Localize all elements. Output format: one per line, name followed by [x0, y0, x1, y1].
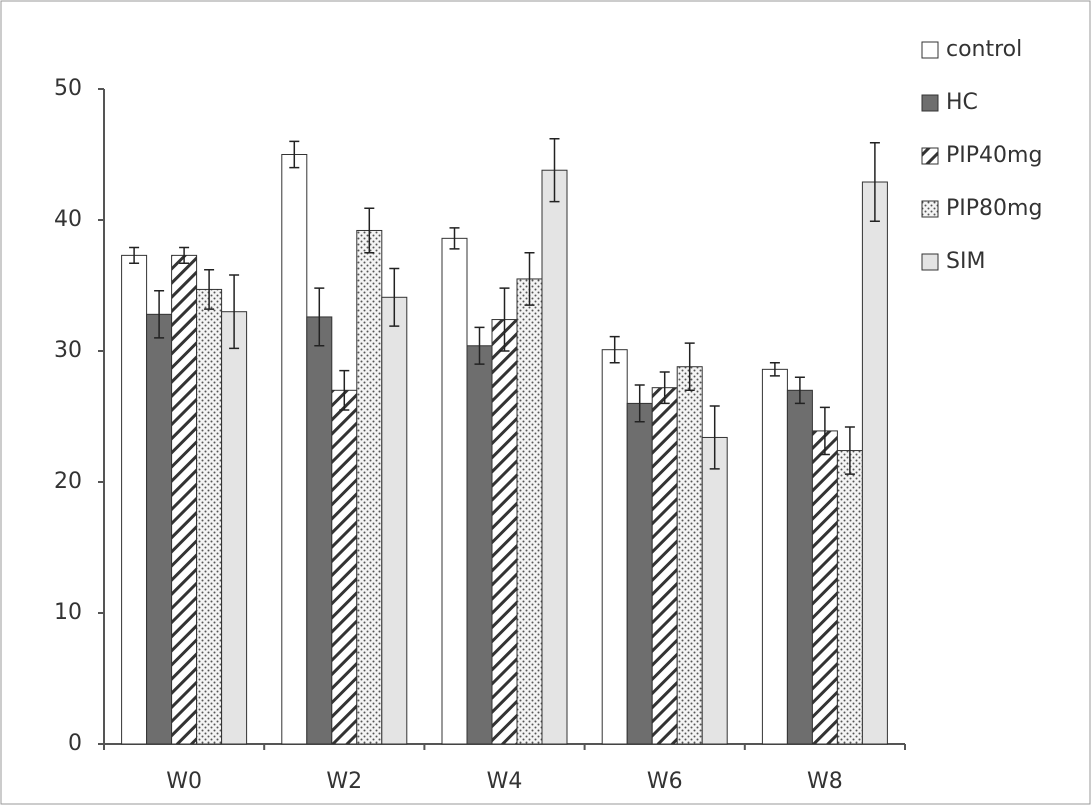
- bar: [862, 182, 887, 744]
- bar: [197, 289, 222, 744]
- legend-swatch: [922, 42, 938, 58]
- bar: [172, 255, 197, 744]
- y-tick-label: 0: [68, 731, 82, 756]
- legend-label: SIM: [946, 249, 985, 274]
- bar: [702, 437, 727, 744]
- bar: [282, 155, 307, 745]
- legend-label: PIP40mg: [946, 143, 1042, 168]
- legend-label: PIP80mg: [946, 196, 1042, 221]
- bar: [222, 312, 247, 744]
- bar: [812, 431, 837, 744]
- bar: [542, 170, 567, 744]
- x-tick-label: W0: [166, 769, 202, 794]
- bar: [147, 314, 172, 744]
- y-tick-label: 10: [54, 600, 82, 625]
- legend-label: control: [946, 37, 1022, 62]
- legend-swatch: [922, 148, 938, 164]
- bar: [787, 390, 812, 744]
- y-tick-label: 30: [54, 338, 82, 363]
- bar: [442, 238, 467, 744]
- bar: [492, 320, 517, 744]
- bar: [677, 367, 702, 744]
- bar: [602, 350, 627, 744]
- bar: [762, 369, 787, 744]
- bar: [357, 230, 382, 744]
- bar: [467, 346, 492, 744]
- legend-label: HC: [946, 90, 978, 115]
- y-tick-label: 20: [54, 469, 82, 494]
- bar: [382, 297, 407, 744]
- x-tick-label: W6: [647, 769, 683, 794]
- y-tick-label: 50: [54, 76, 82, 101]
- bar: [517, 279, 542, 744]
- legend-swatch: [922, 201, 938, 217]
- legend-swatch: [922, 95, 938, 111]
- x-tick-label: W8: [807, 769, 843, 794]
- bar: [122, 255, 147, 744]
- x-tick-label: W2: [326, 769, 362, 794]
- bar: [307, 317, 332, 744]
- bar: [837, 451, 862, 744]
- chart: 0 10 20 30 40 50 W0 W2 W4 W6 W8 control HC PIP40mg PIP…: [0, 0, 1091, 805]
- x-tick-label: W4: [487, 769, 523, 794]
- bar: [627, 403, 652, 744]
- y-tick-label: 40: [54, 207, 82, 232]
- bar: [332, 390, 357, 744]
- bar: [652, 388, 677, 744]
- legend-swatch: [922, 254, 938, 270]
